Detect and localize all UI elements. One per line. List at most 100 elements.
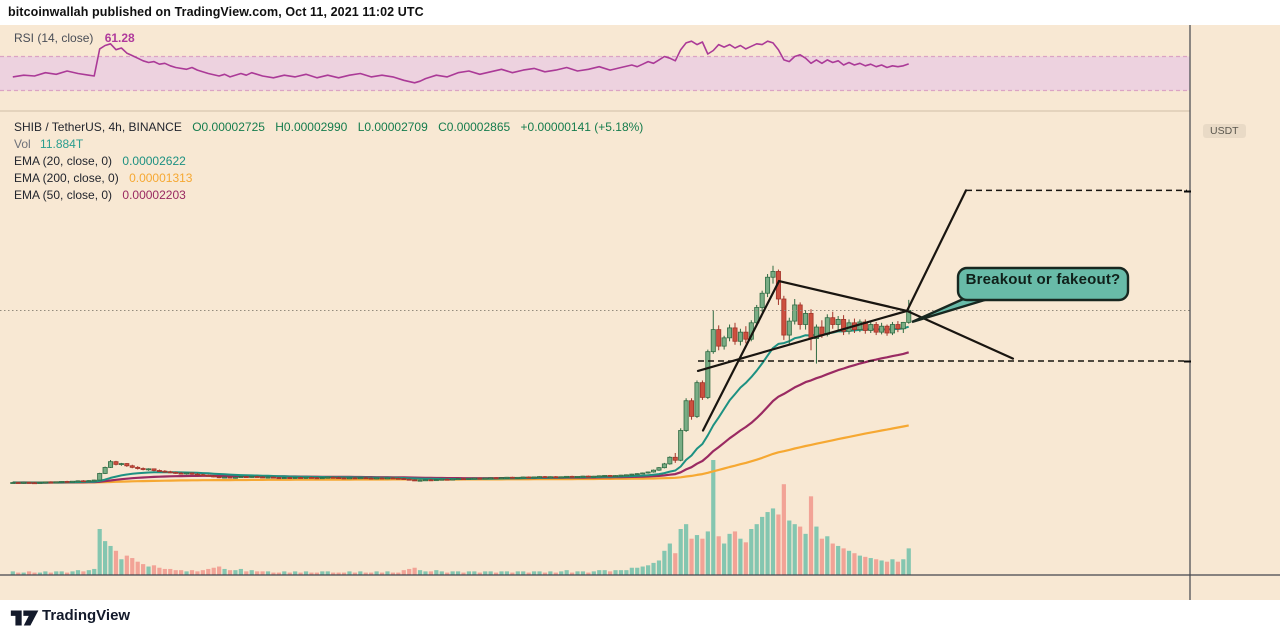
volume-bar (363, 572, 368, 575)
volume-bar (879, 560, 884, 575)
candle-body (835, 318, 841, 325)
candle-body (37, 482, 43, 484)
volume-bar (97, 529, 102, 575)
callout-bubble[interactable] (956, 266, 1130, 302)
candle-body (564, 475, 570, 478)
rally-support[interactable] (701, 279, 781, 432)
volume-bar (124, 555, 129, 575)
candle-body (797, 304, 803, 325)
volume-bar (168, 568, 173, 575)
triangle-lower[interactable] (696, 309, 909, 373)
candle-body (623, 474, 629, 477)
volume-bar (48, 572, 53, 575)
volume-bar (559, 571, 564, 575)
volume-bar (195, 571, 200, 575)
volume-bar (857, 555, 862, 575)
candle-body (482, 477, 488, 480)
candle-body (70, 480, 76, 483)
volume-bar (146, 566, 151, 575)
tradingview-logo-icon[interactable] (10, 608, 40, 628)
volume-bar (510, 572, 515, 575)
volume-bar (901, 559, 906, 575)
vol-value: 11.884T (40, 137, 84, 151)
volume-bar (179, 570, 184, 575)
tradingview-brand[interactable]: TradingView (42, 607, 131, 624)
volume-bar (906, 548, 911, 575)
breakout-arrow-up[interactable] (905, 189, 968, 312)
volume-bar (673, 553, 678, 575)
volume-bar (206, 568, 211, 575)
volume-bar (130, 558, 135, 575)
volume-bar (227, 570, 233, 575)
volume-bar (439, 571, 444, 575)
volume-bar (293, 571, 298, 575)
attribution-text: bitcoinwallah published on TradingView.c… (8, 5, 424, 19)
candle-body (710, 329, 716, 353)
candle-body (352, 477, 358, 480)
volume-bar (569, 572, 575, 575)
candle-body (325, 476, 331, 479)
volume-bar (255, 571, 260, 575)
volume-bar (499, 571, 504, 575)
candle-body (303, 477, 309, 479)
candle-body (694, 382, 700, 417)
candle-body (249, 476, 255, 478)
volume-bar (37, 572, 43, 575)
candle-body (319, 477, 325, 480)
volume-bar (450, 571, 455, 575)
ema20-line[interactable] (12, 325, 910, 484)
triangle-upper[interactable] (777, 279, 909, 312)
candle-body (422, 479, 428, 482)
callout-breakout-text[interactable]: Breakout or fakeout? (965, 271, 1121, 288)
candle-body (672, 456, 678, 461)
volume-bar (537, 571, 542, 575)
volume-bar (331, 572, 336, 575)
candle-body (227, 476, 233, 479)
rsi-line[interactable] (12, 40, 909, 84)
candle-body (699, 382, 705, 398)
volume-bar (141, 564, 146, 575)
candle-body (585, 475, 591, 478)
volume-bar (841, 548, 846, 575)
volume-bar (689, 538, 694, 575)
candle-body (314, 477, 320, 480)
volume-bar (754, 524, 759, 575)
candle-body (450, 478, 456, 481)
volume-bar (162, 568, 167, 575)
candle-body (661, 463, 667, 469)
volume-bar (352, 572, 357, 575)
candle-body (640, 472, 646, 475)
main-legend: SHIB / TetherUS, 4h, BINANCE O0.00002725… (14, 119, 643, 204)
volume-bar (727, 533, 732, 575)
legend-ema200-row: EMA (200, close, 0) 0.00001313 (14, 170, 643, 187)
volume-bar (10, 571, 15, 575)
candle-body (265, 476, 271, 479)
volume-bar (249, 570, 254, 575)
candle-body (162, 470, 168, 473)
candle-body (477, 477, 483, 480)
candle-body (537, 476, 543, 478)
volume-bar (564, 570, 569, 575)
ema50-label: EMA (50, close, 0) (14, 188, 113, 202)
volume-bar (287, 572, 292, 575)
candle-body (167, 471, 173, 474)
candle-body (466, 478, 472, 480)
volume-bar (461, 572, 466, 575)
candle-body (412, 479, 418, 482)
candle-body (140, 468, 146, 470)
ema200-value: 0.00001313 (129, 171, 193, 185)
candle-body (819, 326, 825, 335)
ema200-label: EMA (200, close, 0) (14, 171, 119, 185)
volume-bar (401, 570, 406, 575)
legend-ema50-row: EMA (50, close, 0) 0.00002203 (14, 187, 643, 204)
candle-body (542, 476, 548, 478)
volume-bar (852, 553, 857, 575)
candle-body (238, 476, 244, 478)
volume-bar (325, 571, 330, 575)
candle-body (716, 329, 722, 347)
candle-body (824, 317, 830, 335)
candle-body (129, 465, 135, 468)
candle-body (667, 456, 673, 465)
candle-body (830, 317, 836, 325)
